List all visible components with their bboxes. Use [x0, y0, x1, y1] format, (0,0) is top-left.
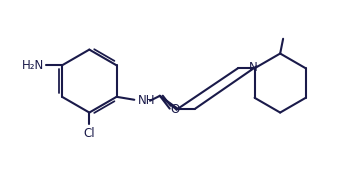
Text: Cl: Cl: [83, 127, 95, 140]
Text: H₂N: H₂N: [22, 59, 44, 72]
Text: NH: NH: [138, 94, 156, 107]
Text: N: N: [249, 61, 258, 74]
Text: O: O: [170, 103, 179, 116]
